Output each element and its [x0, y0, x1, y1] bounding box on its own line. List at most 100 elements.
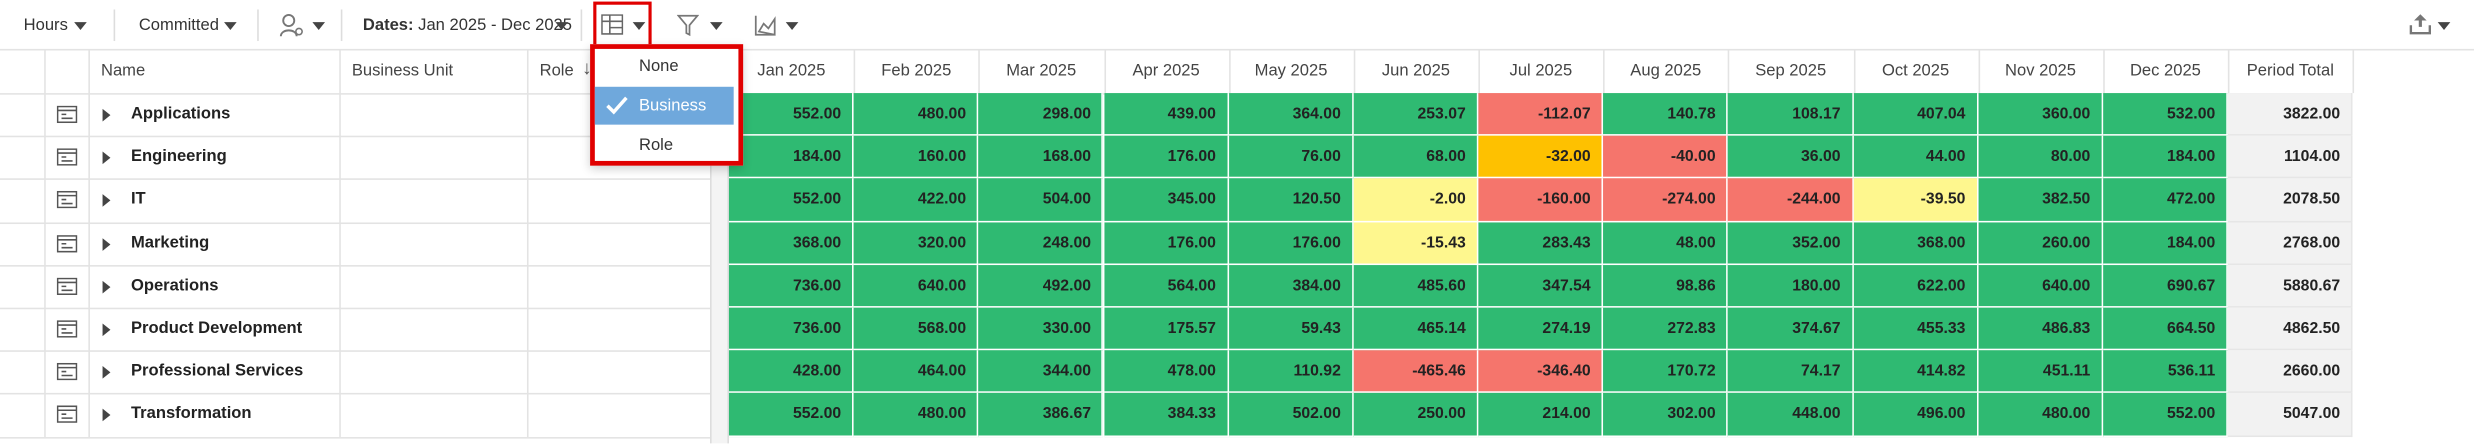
month-header[interactable]: Feb 2025 [881, 61, 952, 81]
row-icon[interactable] [56, 363, 78, 381]
value-cell: 298.00 [978, 93, 1104, 136]
month-header[interactable]: Mar 2025 [1006, 61, 1077, 81]
value-cell: 214.00 [1478, 393, 1604, 437]
value-cell: 552.00 [2102, 393, 2228, 437]
value-cell: 382.50 [1978, 178, 2103, 222]
month-header[interactable]: Nov 2025 [2005, 61, 2076, 81]
expand-toggle[interactable] [102, 280, 111, 294]
month-header[interactable]: Apr 2025 [1132, 61, 1200, 81]
expand-toggle[interactable] [102, 409, 111, 422]
value-cell: 414.82 [1853, 350, 1979, 394]
value-cell: 422.00 [853, 178, 979, 222]
dates-button[interactable]: Dates: Jan 2025 - Dec 2025 [363, 16, 572, 35]
resource-icon[interactable] [279, 13, 304, 38]
row-name: Marketing [130, 232, 210, 252]
row-icon[interactable] [56, 105, 78, 124]
row-icon[interactable] [56, 234, 78, 252]
row-icon[interactable] [56, 320, 78, 338]
column-line [526, 50, 529, 437]
value-cell: 486.83 [1978, 307, 2103, 351]
total-cell: 4862.50 [2227, 307, 2353, 351]
column-header[interactable]: Role [539, 61, 574, 81]
value-cell: 176.00 [1228, 221, 1354, 265]
row-name: Product Development [130, 318, 303, 338]
row-icon[interactable] [56, 148, 78, 166]
value-cell: 68.00 [1353, 135, 1479, 179]
value-cell: 455.33 [1853, 307, 1979, 351]
value-cell: 360.00 [1978, 93, 2103, 136]
value-cell: 368.00 [1853, 221, 1979, 265]
export-icon[interactable] [2409, 13, 2431, 35]
column-header[interactable]: Business Unit [351, 61, 454, 81]
toolbar [0, 0, 2474, 51]
month-header[interactable]: Aug 2025 [1630, 61, 1702, 81]
dropdown-item[interactable]: Role [639, 135, 674, 155]
value-cell: 736.00 [728, 307, 854, 351]
value-cell: 472.00 [2102, 178, 2228, 222]
value-cell: 640.00 [853, 264, 979, 308]
month-header[interactable]: Dec 2025 [2129, 61, 2201, 81]
total-cell: 5047.00 [2227, 393, 2353, 437]
row-line [0, 436, 711, 438]
month-header[interactable]: Jan 2025 [757, 61, 826, 81]
value-cell: 184.00 [728, 135, 854, 179]
value-cell: -465.46 [1353, 350, 1479, 394]
column-line [2227, 50, 2230, 94]
month-header[interactable]: May 2025 [1254, 61, 1328, 81]
row-icon[interactable] [56, 406, 78, 424]
expand-toggle[interactable] [102, 151, 111, 165]
column-line [2352, 50, 2355, 94]
value-cell: 302.00 [1603, 393, 1729, 437]
committed-button[interactable]: Committed [138, 15, 219, 35]
total-cell: 5880.67 [2227, 264, 2353, 308]
separator [257, 9, 259, 42]
caret [312, 22, 326, 30]
dates-value: Jan 2025 - Dec 2025 [418, 15, 572, 35]
expand-toggle[interactable] [102, 237, 111, 251]
value-cell: 465.14 [1353, 307, 1479, 351]
column-header[interactable]: Name [100, 61, 146, 81]
expand-toggle[interactable] [102, 366, 111, 379]
row-name: IT [130, 189, 146, 209]
value-cell: 176.00 [1103, 135, 1229, 179]
column-line [1103, 50, 1106, 94]
row-icon[interactable] [56, 277, 78, 295]
expand-toggle[interactable] [102, 323, 111, 337]
caret [785, 22, 799, 30]
value-cell: -40.00 [1603, 135, 1729, 179]
month-header[interactable]: Jun 2025 [1381, 61, 1451, 81]
dates-label: Dates: [362, 15, 414, 35]
dropdown-item[interactable]: None [639, 56, 679, 76]
value-cell: -32.00 [1478, 135, 1604, 179]
row-name: Professional Services [130, 361, 304, 381]
value-cell: 386.67 [978, 393, 1104, 437]
value-cell: 260.00 [1978, 221, 2103, 265]
row-icon[interactable] [56, 191, 78, 209]
month-header[interactable]: Oct 2025 [1881, 61, 1950, 81]
dropdown-items: None Business Unit Role [590, 44, 743, 165]
chart-icon[interactable] [754, 14, 776, 36]
month-header[interactable]: Sep 2025 [1755, 61, 1827, 81]
value-cell: 272.83 [1603, 307, 1729, 351]
total-cell: 1104.00 [2227, 135, 2353, 179]
caret [2437, 22, 2451, 30]
value-cell: 59.43 [1228, 307, 1354, 351]
value-cell: 330.00 [978, 307, 1104, 351]
column-line [1728, 50, 1730, 94]
hours-button[interactable]: Hours [23, 15, 68, 35]
value-cell: 140.78 [1603, 93, 1729, 136]
value-cell: 44.00 [1853, 135, 1979, 179]
expand-toggle[interactable] [102, 108, 111, 122]
value-cell: 320.00 [853, 221, 979, 265]
value-cell: 690.67 [2102, 264, 2228, 308]
month-header[interactable]: Jul 2025 [1509, 61, 1573, 81]
expand-toggle[interactable] [102, 194, 111, 208]
value-cell: 108.17 [1728, 93, 1854, 136]
filter-icon[interactable] [676, 14, 699, 37]
value-cell: 110.92 [1228, 350, 1354, 394]
value-cell: 345.00 [1103, 178, 1229, 222]
total-header[interactable]: Period Total [2246, 61, 2334, 81]
value-cell: 160.00 [853, 135, 979, 179]
column-line [1228, 50, 1231, 94]
